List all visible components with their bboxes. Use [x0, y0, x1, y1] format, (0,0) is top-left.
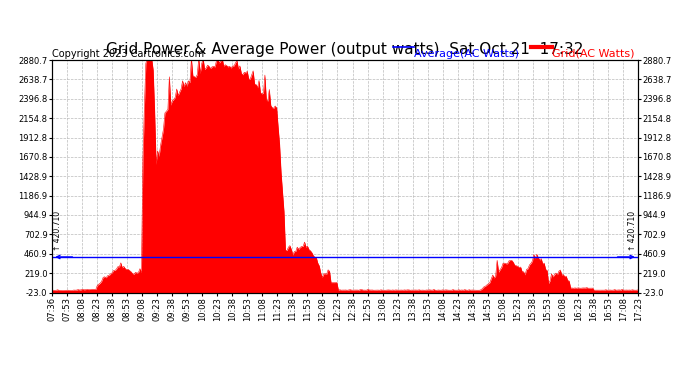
Text: Copyright 2023 Cartronics.com: Copyright 2023 Cartronics.com: [52, 49, 204, 59]
Text: Average(AC Watts): Average(AC Watts): [414, 49, 519, 59]
Text: Grid(AC Watts): Grid(AC Watts): [552, 49, 635, 59]
Text: ↑ 420.710: ↑ 420.710: [53, 210, 62, 251]
Title: Grid Power & Average Power (output watts)  Sat Oct 21  17:32: Grid Power & Average Power (output watts…: [106, 42, 584, 57]
Text: ↑ 420.710: ↑ 420.710: [628, 210, 637, 251]
